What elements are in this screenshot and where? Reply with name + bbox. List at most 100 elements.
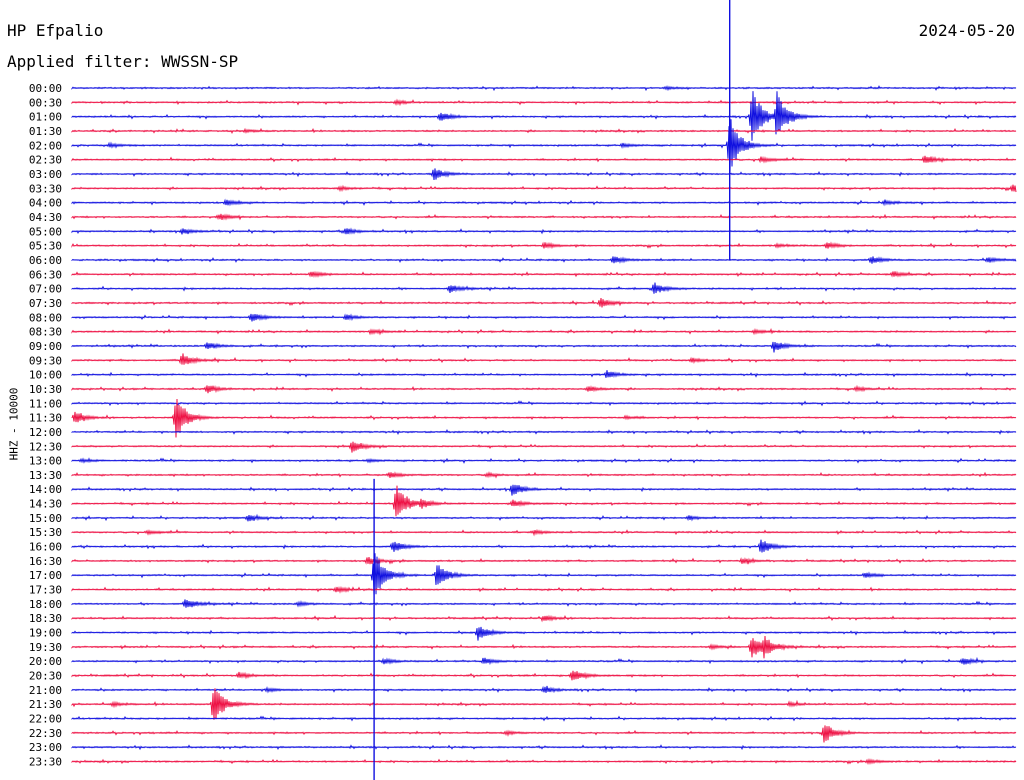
trace-row-16 bbox=[71, 313, 1017, 322]
row-label-4: 02:00 bbox=[29, 139, 62, 152]
row-label-5: 02:30 bbox=[29, 154, 62, 167]
row-label-24: 12:00 bbox=[29, 426, 62, 439]
trace-row-0 bbox=[71, 85, 1017, 92]
date-label: 2024-05-20 bbox=[918, 21, 1015, 40]
trace-row-38 bbox=[71, 626, 1017, 641]
trace-row-31 bbox=[71, 528, 1017, 537]
row-label-18: 09:00 bbox=[29, 340, 62, 353]
trace-row-28 bbox=[71, 484, 1017, 496]
trace-row-37 bbox=[71, 614, 1017, 623]
trace-row-22 bbox=[71, 400, 1017, 407]
row-label-28: 14:00 bbox=[29, 483, 62, 496]
row-label-22: 11:00 bbox=[29, 397, 62, 410]
row-label-23: 11:30 bbox=[29, 412, 62, 425]
row-label-41: 20:30 bbox=[29, 670, 62, 683]
trace-row-8 bbox=[71, 198, 1017, 207]
trace-row-17 bbox=[71, 327, 1017, 336]
trace-row-36 bbox=[71, 599, 1017, 608]
trace-row-26 bbox=[71, 457, 1017, 464]
row-label-15: 07:30 bbox=[29, 297, 62, 310]
row-label-36: 18:00 bbox=[29, 598, 62, 611]
channel-label: HHZ - 10000 bbox=[7, 387, 21, 461]
row-label-32: 16:00 bbox=[29, 541, 62, 554]
trace-row-33 bbox=[71, 557, 1017, 565]
row-label-40: 20:00 bbox=[29, 655, 62, 668]
trace-row-24 bbox=[71, 428, 1017, 435]
trace-row-27 bbox=[71, 471, 1017, 479]
trace-row-10 bbox=[71, 227, 1017, 235]
trace-row-29 bbox=[71, 485, 1017, 517]
trace-row-4 bbox=[71, 119, 1017, 173]
trace-row-44 bbox=[71, 715, 1017, 722]
row-label-3: 01:30 bbox=[29, 125, 62, 138]
row-label-42: 21:00 bbox=[29, 684, 62, 697]
row-label-45: 22:30 bbox=[29, 727, 62, 740]
trace-row-15 bbox=[71, 298, 1017, 308]
row-label-13: 06:30 bbox=[29, 268, 62, 281]
row-label-14: 07:00 bbox=[29, 283, 62, 296]
trace-row-18 bbox=[71, 341, 1017, 353]
row-label-34: 17:00 bbox=[29, 569, 62, 582]
station-title: HP Efpalio bbox=[7, 21, 104, 40]
row-label-16: 08:00 bbox=[29, 311, 62, 324]
trace-row-46 bbox=[71, 744, 1017, 751]
trace-row-40 bbox=[71, 656, 1017, 666]
row-label-43: 21:30 bbox=[29, 698, 62, 711]
row-label-17: 08:30 bbox=[29, 326, 62, 339]
trace-row-35 bbox=[71, 585, 1017, 594]
row-label-26: 13:00 bbox=[29, 455, 62, 468]
row-label-38: 19:00 bbox=[29, 627, 62, 640]
row-label-35: 17:30 bbox=[29, 584, 62, 597]
trace-row-13 bbox=[71, 270, 1017, 278]
trace-row-19 bbox=[71, 353, 1017, 365]
row-label-9: 04:30 bbox=[29, 211, 62, 224]
trace-row-45 bbox=[71, 725, 1017, 743]
trace-row-9 bbox=[71, 213, 1017, 221]
row-label-10: 05:00 bbox=[29, 225, 62, 238]
row-label-20: 10:00 bbox=[29, 369, 62, 382]
row-label-30: 15:00 bbox=[29, 512, 62, 525]
row-label-6: 03:00 bbox=[29, 168, 62, 181]
row-label-11: 05:30 bbox=[29, 240, 62, 253]
row-label-12: 06:00 bbox=[29, 254, 62, 267]
trace-row-23 bbox=[71, 398, 1017, 438]
trace-row-21 bbox=[71, 384, 1017, 394]
row-label-0: 00:00 bbox=[29, 82, 62, 95]
trace-row-39 bbox=[71, 635, 1017, 659]
trace-row-5 bbox=[71, 155, 1017, 164]
trace-row-30 bbox=[71, 513, 1017, 522]
teleseism-spikes bbox=[373, 0, 731, 780]
trace-row-1 bbox=[71, 98, 1017, 107]
trace-row-47 bbox=[71, 758, 1017, 766]
row-label-25: 12:30 bbox=[29, 440, 62, 453]
trace-row-43 bbox=[71, 688, 1017, 720]
row-label-46: 23:00 bbox=[29, 741, 62, 754]
row-label-1: 00:30 bbox=[29, 96, 62, 109]
row-label-27: 13:30 bbox=[29, 469, 62, 482]
row-label-31: 15:30 bbox=[29, 526, 62, 539]
row-label-2: 01:00 bbox=[29, 111, 62, 124]
trace-row-32 bbox=[71, 539, 1017, 553]
trace-row-12 bbox=[71, 256, 1017, 264]
helicorder-traces bbox=[71, 85, 1017, 766]
row-label-33: 16:30 bbox=[29, 555, 62, 568]
row-label-21: 10:30 bbox=[29, 383, 62, 396]
trace-row-42 bbox=[71, 685, 1017, 694]
row-label-37: 18:30 bbox=[29, 612, 62, 625]
row-label-7: 03:30 bbox=[29, 182, 62, 195]
trace-row-14 bbox=[71, 282, 1017, 294]
trace-row-41 bbox=[71, 670, 1017, 681]
trace-row-11 bbox=[71, 241, 1017, 250]
trace-row-7 bbox=[71, 184, 1017, 193]
trace-row-3 bbox=[71, 127, 1017, 135]
trace-row-25 bbox=[71, 441, 1017, 453]
trace-row-2 bbox=[71, 91, 1017, 141]
row-label-44: 22:00 bbox=[29, 713, 62, 726]
trace-row-34 bbox=[71, 553, 1017, 596]
row-label-8: 04:00 bbox=[29, 197, 62, 210]
trace-row-6 bbox=[71, 168, 1017, 180]
row-label-47: 23:30 bbox=[29, 756, 62, 769]
trace-row-20 bbox=[71, 370, 1017, 378]
